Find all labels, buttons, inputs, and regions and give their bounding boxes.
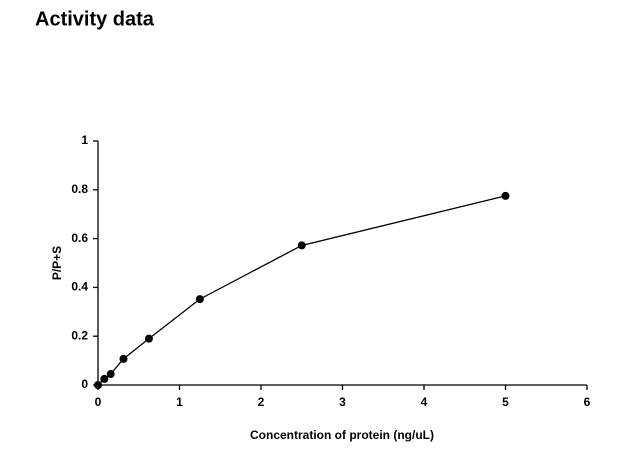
x-tick-label: 3: [339, 395, 346, 409]
series-line: [97, 195, 506, 386]
y-tick-label: 0.4: [71, 280, 88, 294]
point: [297, 241, 306, 250]
chart-title: Activity data: [35, 8, 155, 30]
x-tick-label: 2: [258, 395, 265, 409]
point: [119, 354, 128, 363]
point: [195, 295, 204, 304]
y-tick-label: 0.8: [71, 182, 88, 196]
y-tick-label: 0.2: [71, 328, 88, 342]
x-tick-label: 4: [421, 395, 428, 409]
x-tick-label: 1: [176, 395, 183, 409]
point: [144, 334, 153, 343]
x-axis-label: Concentration of protein (ng/uL): [250, 428, 434, 442]
point: [106, 370, 115, 379]
y-axis-label: P/P+S: [50, 246, 64, 280]
point: [94, 381, 102, 389]
x-tick-label: 6: [584, 395, 591, 409]
y-tick-label: 0.6: [71, 231, 88, 245]
y-tick-label: 1: [81, 133, 88, 147]
x-tick-label: 0: [95, 395, 102, 409]
y-tick-label: 0: [81, 377, 88, 391]
point: [100, 374, 109, 383]
x-tick-label: 5: [502, 395, 509, 409]
point: [501, 191, 510, 200]
